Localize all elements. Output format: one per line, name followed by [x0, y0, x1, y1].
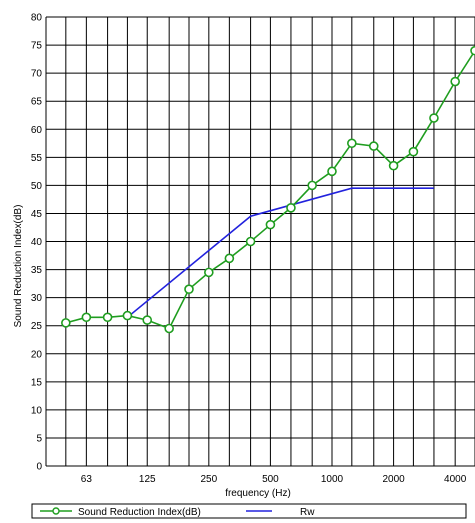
x-axis-title: frequency (Hz): [225, 488, 291, 499]
data-point: [327, 166, 337, 177]
y-tick-label: 45: [31, 209, 43, 220]
data-point: [224, 253, 235, 264]
y-tick-label: 70: [31, 69, 43, 80]
x-tick-label: 2000: [382, 474, 405, 485]
grid: [45, 16, 475, 467]
series-layer: [61, 45, 475, 334]
data-point: [245, 236, 256, 247]
data-point: [204, 267, 214, 278]
x-tick-label: 250: [200, 474, 217, 485]
data-point: [81, 312, 92, 323]
y-axis: 0 5 10 15 20 25 30 35 40 45 50 55 60 65 70 75 80: [31, 13, 43, 473]
y-tick-label: 15: [31, 377, 43, 388]
x-tick-label: 125: [139, 474, 156, 485]
data-point: [102, 312, 113, 323]
y-axis-title: Sound Reduction Index(dB): [13, 205, 24, 328]
data-point: [122, 310, 133, 321]
y-tick-label: 40: [31, 237, 43, 248]
legend-marker-sri: [52, 507, 60, 515]
series-line-rw: [126, 187, 434, 318]
data-point: [347, 138, 357, 149]
y-tick-label: 55: [31, 153, 43, 164]
y-tick-label: 80: [31, 13, 43, 24]
data-point: [265, 219, 276, 230]
x-tick-label: 500: [262, 474, 279, 485]
y-tick-label: 35: [31, 265, 43, 276]
data-point: [164, 323, 174, 334]
data-point: [307, 180, 317, 191]
data-point: [184, 284, 194, 295]
data-point: [286, 203, 296, 213]
y-tick-label: 10: [31, 405, 43, 416]
legend: Sound Reduction Index(dB) Rw: [31, 503, 467, 519]
y-tick-label: 5: [36, 433, 42, 444]
y-tick-label: 30: [31, 293, 43, 304]
legend-label-rw: Rw: [300, 507, 315, 518]
y-tick-label: 25: [31, 321, 43, 332]
data-point: [388, 160, 399, 171]
y-tick-label: 75: [31, 41, 43, 52]
data-point: [470, 45, 475, 56]
y-tick-label: 0: [36, 462, 42, 473]
x-tick-label: 1000: [321, 474, 344, 485]
y-tick-label: 20: [31, 349, 43, 360]
y-tick-label: 50: [31, 181, 43, 192]
data-point: [408, 146, 419, 157]
y-tick-label: 60: [31, 125, 43, 136]
data-point: [61, 318, 71, 328]
data-point: [429, 113, 439, 123]
x-tick-label: 63: [81, 474, 93, 485]
data-point: [368, 141, 379, 151]
x-tick-label: 4000: [444, 474, 467, 485]
legend-label-sri: Sound Reduction Index(dB): [78, 507, 201, 518]
x-axis: 63 125 250 500 1000 2000 4000: [81, 474, 467, 485]
data-point: [142, 315, 153, 325]
data-point: [450, 76, 460, 87]
y-tick-label: 65: [31, 97, 43, 108]
